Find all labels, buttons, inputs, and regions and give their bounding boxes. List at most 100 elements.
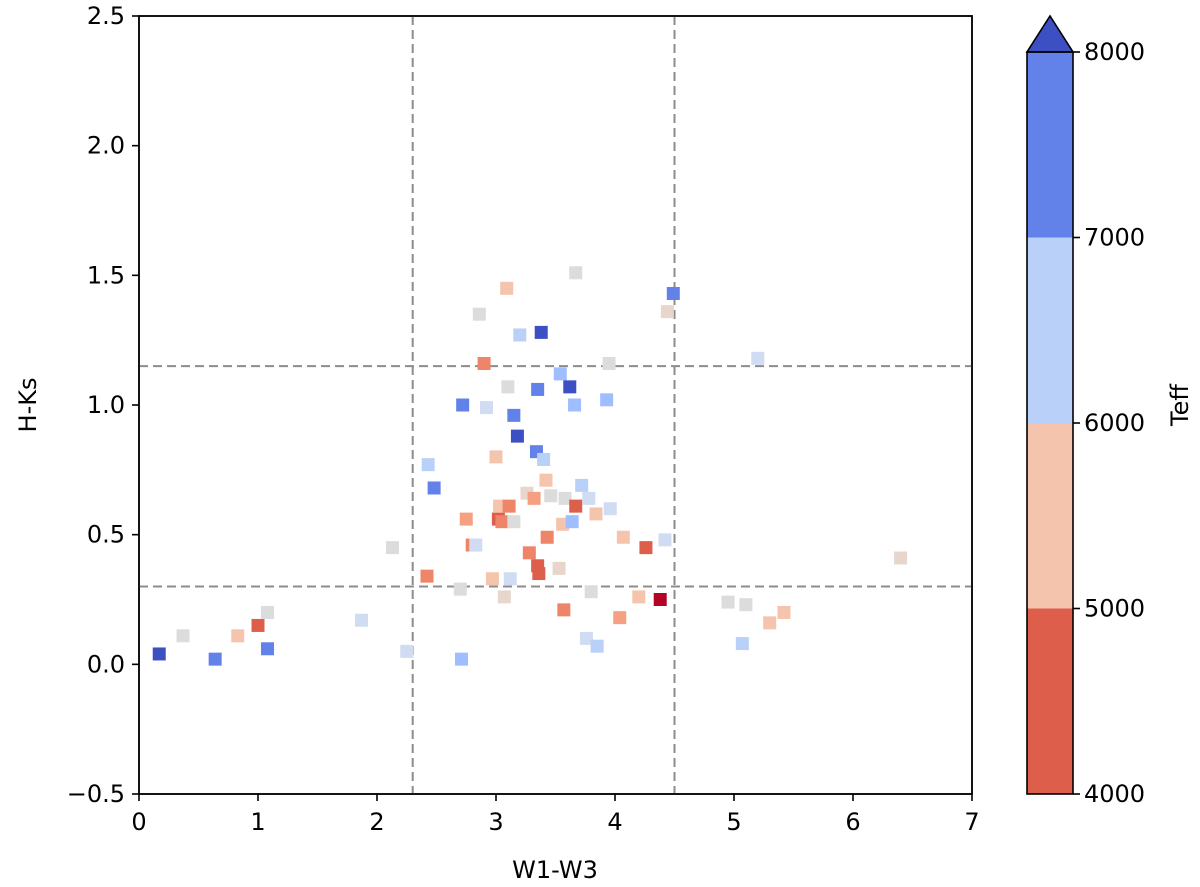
- x-tick-label: 1: [250, 808, 265, 836]
- colorbar-band: [1027, 52, 1073, 238]
- colorbar-band: [1027, 237, 1073, 423]
- data-point: [532, 567, 546, 581]
- data-point: [544, 489, 558, 503]
- data-point: [507, 515, 521, 529]
- data-point: [721, 595, 735, 609]
- plot-area: [138, 15, 973, 795]
- data-point: [603, 502, 617, 516]
- reference-lines: [139, 16, 972, 794]
- x-tick-label: 0: [131, 808, 146, 836]
- data-point: [558, 491, 572, 505]
- data-point: [522, 546, 536, 560]
- data-point: [600, 393, 614, 407]
- data-point: [666, 286, 680, 300]
- y-tick-label: 2.5: [87, 2, 125, 30]
- colorbar-label: Teff: [1166, 384, 1194, 427]
- x-tick-label: 6: [845, 808, 860, 836]
- data-point: [454, 652, 468, 666]
- data-point: [420, 569, 434, 583]
- y-tick-label: 0.5: [87, 521, 125, 549]
- y-axis-label: H-Ks: [14, 378, 42, 433]
- data-point: [469, 538, 483, 552]
- colorbar-bands: [1025, 14, 1075, 795]
- data-point: [584, 585, 598, 599]
- data-point: [739, 598, 753, 612]
- data-point: [208, 652, 222, 666]
- y-tick-label: 1.5: [87, 261, 125, 289]
- data-point: [539, 473, 553, 487]
- y-tick-label: 0.0: [87, 650, 125, 678]
- colorbar-band: [1027, 423, 1073, 609]
- plot-frame: [138, 15, 973, 795]
- data-point: [427, 481, 441, 495]
- data-point: [176, 629, 190, 643]
- data-point: [231, 629, 245, 643]
- data-point: [485, 572, 499, 586]
- data-point: [477, 357, 491, 371]
- data-point: [501, 380, 515, 394]
- colorbar-tick-label: 4000: [1084, 780, 1145, 808]
- data-point: [563, 380, 577, 394]
- data-point: [589, 507, 603, 521]
- y-axis-ticks: −0.5 0.0 0.5 1.0 1.5 2.0 2.5: [67, 2, 139, 808]
- data-point: [513, 328, 527, 342]
- data-point: [658, 533, 672, 547]
- data-point: [527, 491, 541, 505]
- data-point: [575, 478, 589, 492]
- data-point: [152, 647, 166, 661]
- data-point: [777, 605, 791, 619]
- colorbar-tick-label: 6000: [1084, 409, 1145, 437]
- data-point: [355, 613, 369, 627]
- data-point: [568, 398, 582, 412]
- data-point: [552, 561, 566, 575]
- data-point: [261, 642, 275, 656]
- data-point: [613, 611, 627, 625]
- y-tick-label: −0.5: [67, 780, 125, 808]
- y-tick-label: 2.0: [87, 132, 125, 160]
- colorbar-tick-label: 5000: [1084, 595, 1145, 623]
- colorbar-ticks: 4000 5000 6000 7000 8000: [1073, 38, 1145, 808]
- data-point: [472, 307, 486, 321]
- data-point: [479, 401, 493, 415]
- data-point: [453, 582, 467, 596]
- data-point: [602, 357, 616, 371]
- x-tick-label: 3: [488, 808, 503, 836]
- data-point: [502, 499, 516, 513]
- data-points: [152, 266, 908, 666]
- data-point: [251, 618, 265, 632]
- data-point: [531, 382, 545, 396]
- data-point: [590, 639, 604, 653]
- data-point: [569, 499, 583, 513]
- x-tick-label: 7: [964, 808, 979, 836]
- data-point: [503, 572, 517, 586]
- data-point: [763, 616, 777, 630]
- colorbar: 4000 5000 6000 7000 8000 Teff: [1025, 14, 1194, 808]
- x-tick-label: 2: [369, 808, 384, 836]
- data-point: [537, 452, 551, 466]
- colorbar-band: [1027, 608, 1073, 794]
- data-point: [553, 367, 567, 381]
- data-point: [510, 429, 524, 443]
- data-point: [751, 351, 765, 365]
- colorbar-tick-label: 8000: [1084, 38, 1145, 66]
- colorbar-tick-label: 7000: [1084, 224, 1145, 252]
- x-axis-ticks: 0 1 2 3 4 5 6 7: [131, 794, 980, 836]
- data-point: [489, 450, 503, 464]
- data-point: [540, 530, 554, 544]
- data-point: [639, 541, 653, 555]
- data-point: [565, 515, 579, 529]
- data-point: [400, 644, 414, 658]
- data-point: [456, 398, 470, 412]
- x-axis-label: W1-W3: [512, 856, 598, 884]
- data-point: [582, 491, 596, 505]
- colorbar-extension: [1025, 14, 1075, 53]
- data-point: [557, 603, 571, 617]
- data-point: [894, 551, 908, 565]
- data-point: [660, 305, 674, 319]
- data-point: [500, 281, 514, 295]
- data-point: [507, 408, 521, 422]
- data-point: [616, 530, 630, 544]
- data-point: [261, 605, 275, 619]
- data-point: [385, 541, 399, 555]
